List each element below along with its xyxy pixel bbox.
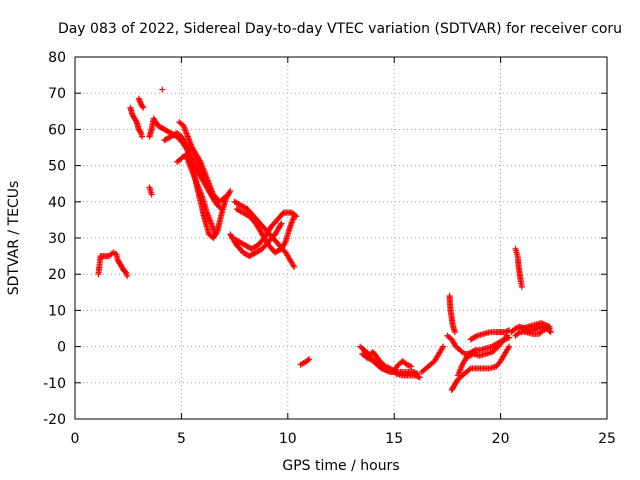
x-tick-label: 15: [385, 431, 403, 447]
data-point: [277, 221, 284, 228]
data-point: [137, 128, 144, 135]
data-point: [139, 103, 146, 110]
data-point: [159, 86, 166, 93]
data-point: [546, 323, 553, 330]
x-tick-label: 25: [598, 431, 616, 447]
data-point: [218, 206, 225, 213]
y-tick-label: 10: [48, 303, 66, 319]
x-tick-label: 10: [279, 431, 297, 447]
data-point: [506, 343, 513, 350]
data-point: [140, 104, 147, 111]
y-tick-label: 20: [48, 267, 66, 283]
data-point: [291, 263, 298, 270]
x-tick-label: 20: [492, 431, 510, 447]
chart-title: Day 083 of 2022, Sidereal Day-to-day VTE…: [58, 21, 622, 37]
data-point: [305, 357, 312, 364]
data-point: [503, 332, 510, 339]
data-point: [278, 220, 285, 227]
data-point: [139, 133, 146, 140]
y-tick-label: 0: [57, 340, 66, 356]
y-tick-label: 40: [48, 195, 66, 211]
data-point: [547, 329, 554, 336]
grid-lines: [75, 57, 607, 419]
data-point: [502, 334, 509, 341]
y-axis-label: SDTVAR / TECUs: [6, 181, 22, 296]
y-axis-ticks: -20 -10 0 10 20 30 40 50 60 70 80: [43, 50, 607, 428]
y-tick-label: 50: [48, 159, 66, 175]
y-tick-label: 80: [48, 50, 66, 66]
y-tick-label: 70: [48, 86, 66, 102]
data-point: [133, 117, 140, 124]
data-point: [451, 329, 458, 336]
data-point: [470, 347, 477, 354]
data-point: [306, 356, 313, 363]
data-point: [227, 187, 234, 194]
data-point: [291, 213, 298, 220]
data-point: [518, 283, 525, 290]
data-points: [95, 86, 554, 394]
data-point: [212, 231, 219, 238]
y-tick-label: 60: [48, 122, 66, 138]
data-point: [440, 343, 447, 350]
data-point: [503, 328, 510, 335]
data-point: [148, 191, 155, 198]
y-tick-label: 30: [48, 231, 66, 247]
data-point: [225, 191, 232, 198]
x-axis-label: GPS time / hours: [282, 458, 399, 474]
plot-frame: [74, 56, 608, 420]
y-tick-label: -10: [43, 376, 66, 392]
data-point: [408, 363, 415, 370]
x-tick-label: 5: [177, 431, 186, 447]
data-point: [472, 333, 479, 340]
data-point: [416, 374, 423, 381]
x-axis-ticks: 0 5 10 15 20 25: [71, 57, 616, 447]
data-point: [124, 273, 131, 280]
x-tick-label: 0: [71, 431, 80, 447]
y-tick-label: -20: [43, 412, 66, 428]
